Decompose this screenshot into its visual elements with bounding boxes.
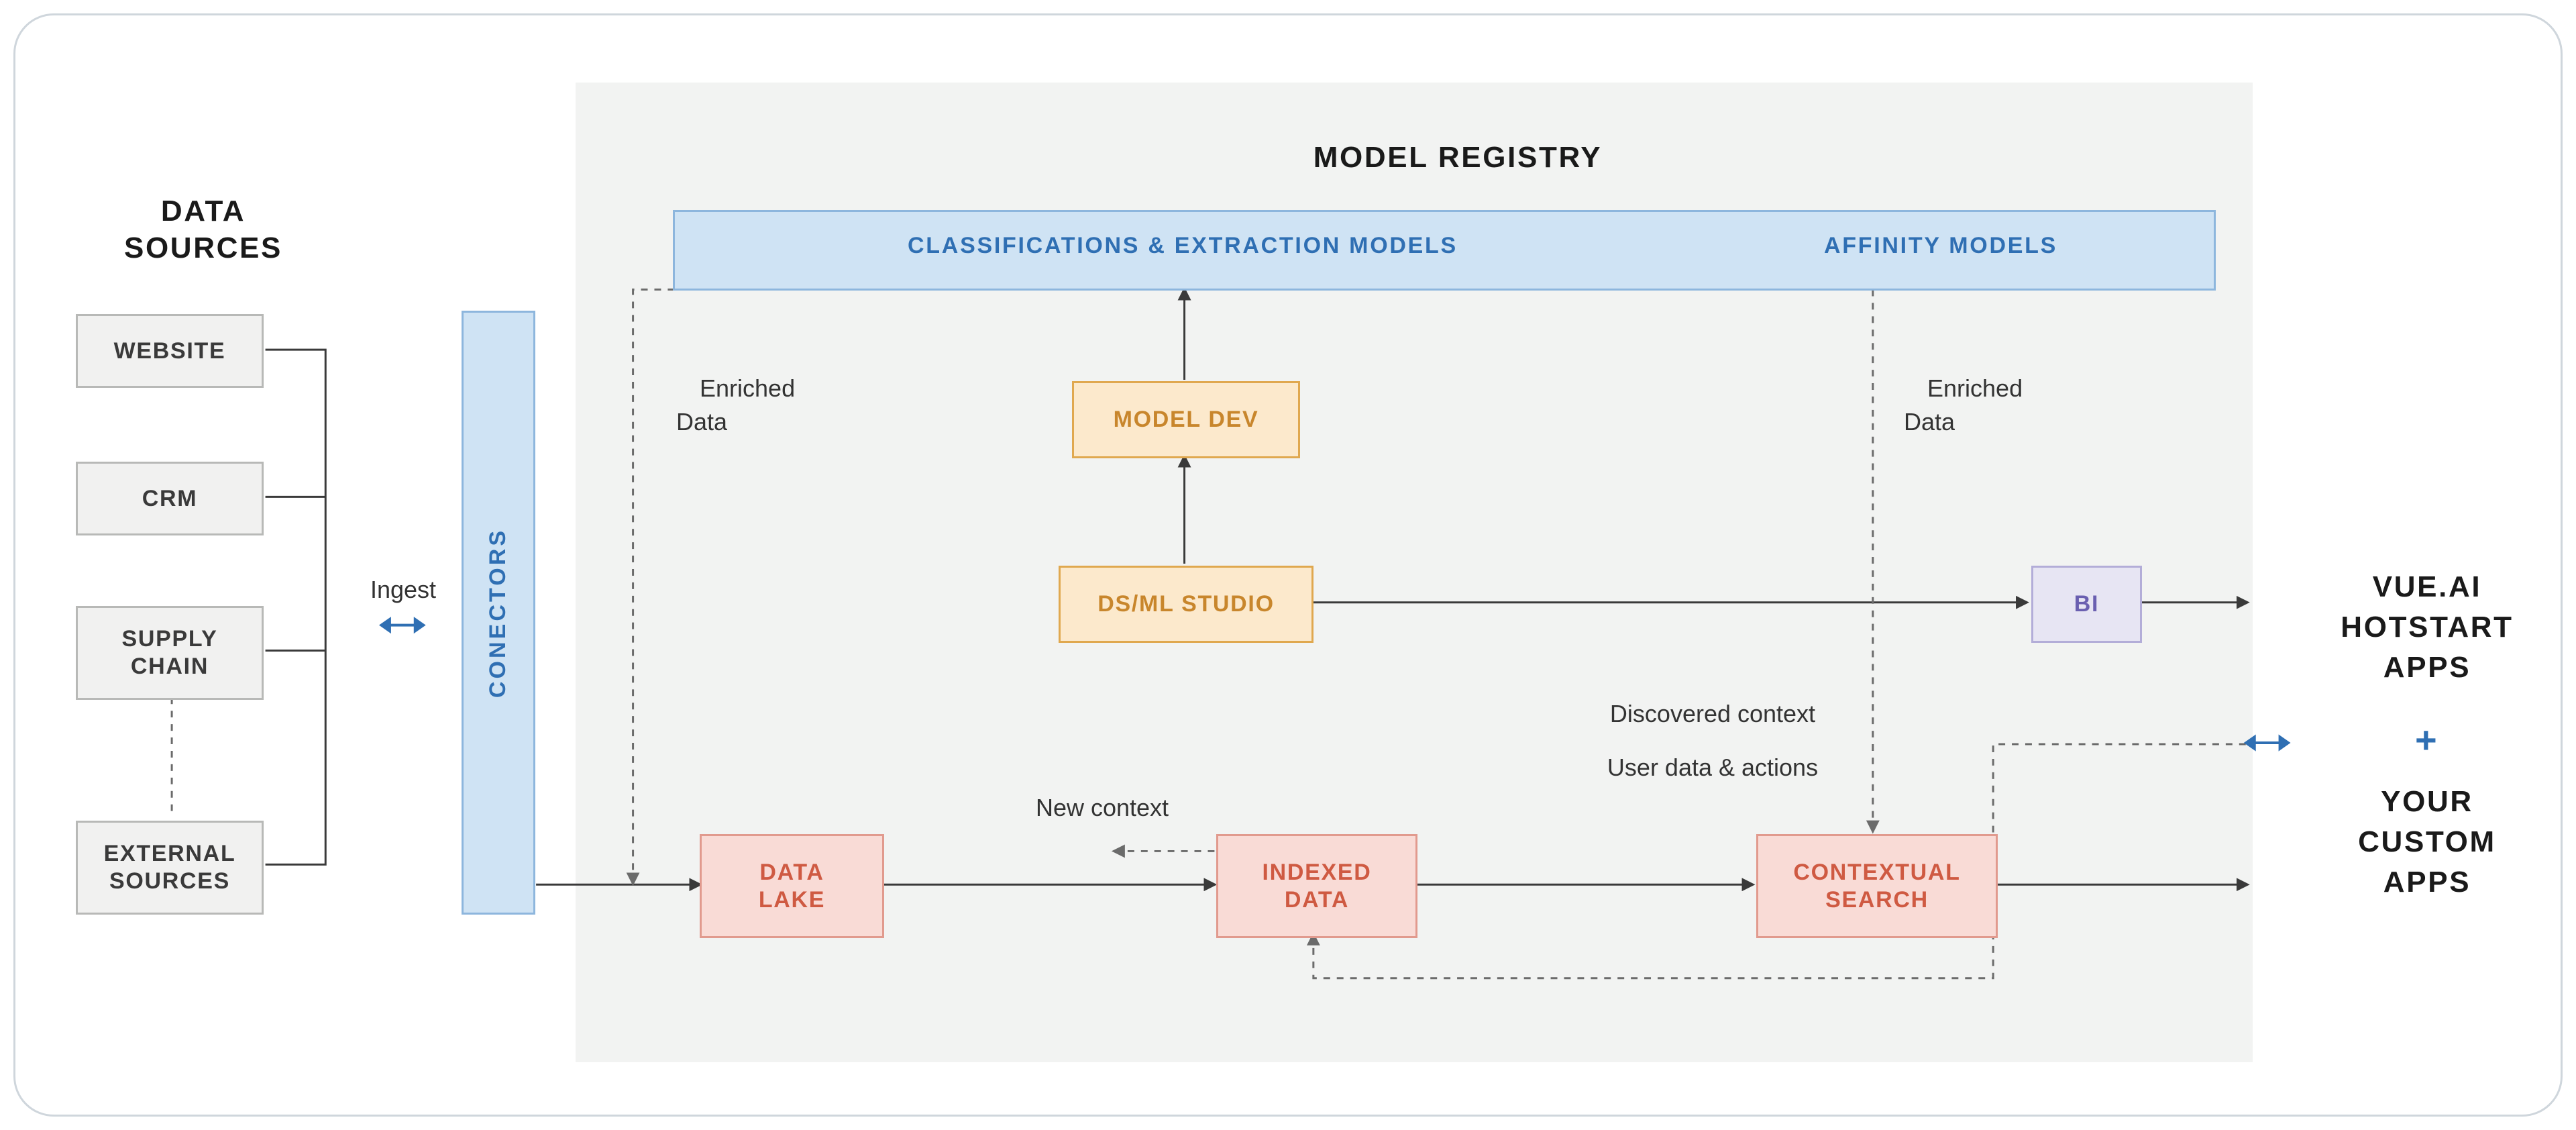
node-external-sources-l1: EXTERNAL <box>104 840 236 868</box>
label-enriched-left-2: Data <box>676 407 727 437</box>
node-data-lake-l1: DATA <box>759 859 824 886</box>
node-contextual-search-l1: CONTEXTUAL <box>1793 859 1960 886</box>
node-supply-chain-l2: CHAIN <box>131 653 209 680</box>
label-enriched-right-2: Data <box>1904 407 1955 437</box>
node-external-sources-l2: SOURCES <box>109 868 230 895</box>
label-discovered-context: Discovered context <box>1511 699 1914 729</box>
node-bi: BI <box>2031 566 2142 643</box>
node-crm-label: CRM <box>142 486 198 512</box>
edges-layer <box>15 15 2561 1115</box>
node-indexed-data: INDEXED DATA <box>1216 834 1417 938</box>
node-supply-chain: SUPPLY CHAIN <box>76 606 264 700</box>
heading-output-apps1: APPS <box>2226 651 2563 684</box>
node-connectors: CONECTORS <box>462 311 535 915</box>
node-crm: CRM <box>76 462 264 535</box>
registry-left-label: CLASSIFICATIONS & EXTRACTION MODELS <box>847 233 1518 259</box>
label-new-context: New context <box>901 792 1303 823</box>
node-contextual-search-l2: SEARCH <box>1825 886 1929 914</box>
heading-output-your: YOUR <box>2226 785 2563 819</box>
node-dsml-studio-label: DS/ML STUDIO <box>1097 591 1274 617</box>
label-enriched-left-1: Enriched <box>700 373 795 403</box>
heading-model-registry: MODEL REGISTRY <box>1256 141 1659 174</box>
node-indexed-data-l2: DATA <box>1285 886 1349 914</box>
node-website: WEBSITE <box>76 314 264 388</box>
label-user-data-actions: User data & actions <box>1511 752 1914 782</box>
node-model-dev-label: MODEL DEV <box>1114 407 1259 433</box>
node-supply-chain-l1: SUPPLY <box>121 625 217 653</box>
node-connectors-label: CONECTORS <box>486 527 512 697</box>
registry-right-label: AFFINITY MODELS <box>1605 233 2276 259</box>
node-data-lake-l2: LAKE <box>759 886 825 914</box>
heading-data-sources: DATASOURCES <box>69 193 337 266</box>
heading-output-hotstart: HOTSTART <box>2226 611 2563 644</box>
node-indexed-data-l1: INDEXED <box>1262 859 1371 886</box>
node-external-sources: EXTERNAL SOURCES <box>76 821 264 915</box>
node-contextual-search: CONTEXTUAL SEARCH <box>1756 834 1998 938</box>
label-ingest: Ingest <box>202 574 604 605</box>
node-data-lake: DATA LAKE <box>700 834 884 938</box>
heading-output-plus: + <box>2226 718 2563 762</box>
label-enriched-right-1: Enriched <box>1927 373 2023 403</box>
heading-output-vueai: VUE.AI <box>2226 570 2563 604</box>
node-website-label: WEBSITE <box>114 338 226 364</box>
node-dsml-studio: DS/ML STUDIO <box>1059 566 1313 643</box>
diagram-frame: WEBSITE CRM SUPPLY CHAIN EXTERNAL SOURCE… <box>13 13 2563 1117</box>
node-model-dev: MODEL DEV <box>1072 381 1300 458</box>
heading-output-apps2: APPS <box>2226 866 2563 899</box>
node-bi-label: BI <box>2074 591 2099 617</box>
heading-output-custom: CUSTOM <box>2226 825 2563 859</box>
